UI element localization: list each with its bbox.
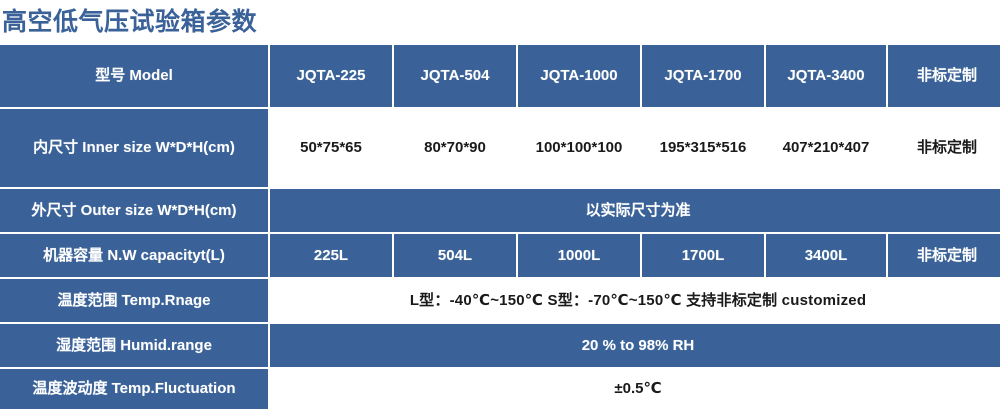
inner-size-4: 195*315*516 [642,109,764,187]
table-row-temp-fluctuation: 温度波动度 Temp.Fluctuation ±0.5℃ [0,369,1000,409]
capacity-5: 3400L [766,234,886,277]
inner-size-custom: 非标定制 [888,109,1000,187]
header-model-custom: 非标定制 [888,45,1000,107]
table-row-temp-range: 温度范围 Temp.Rnage L型：-40℃~150℃ S型：-70℃~150… [0,279,1000,322]
inner-size-1: 50*75*65 [270,109,392,187]
specification-table: 型号 Model JQTA-225 JQTA-504 JQTA-1000 JQT… [0,43,1000,411]
capacity-3: 1000L [518,234,640,277]
row-label-capacity: 机器容量 N.W capacityt(L) [0,234,268,277]
row-label-humidity-range: 湿度范围 Humid.range [0,324,268,367]
page-title: 高空低气压试验箱参数 [2,8,258,36]
row-label-inner-size: 内尺寸 Inner size W*D*H(cm) [0,109,268,187]
inner-size-3: 100*100*100 [518,109,640,187]
inner-size-5: 407*210*407 [766,109,886,187]
header-model-4: JQTA-1700 [642,45,764,107]
table-row-humidity-range: 湿度范围 Humid.range 20 % to 98% RH [0,324,1000,367]
temp-fluctuation-value: ±0.5℃ [270,369,1000,409]
header-label-model: 型号 Model [0,45,268,107]
outer-size-value: 以实际尺寸为准 [270,189,1000,232]
temp-range-value: L型：-40℃~150℃ S型：-70℃~150℃ 支持非标定制 customi… [270,279,1000,322]
table-row-inner-size: 内尺寸 Inner size W*D*H(cm) 50*75*65 80*70*… [0,109,1000,187]
table-row-outer-size: 外尺寸 Outer size W*D*H(cm) 以实际尺寸为准 [0,189,1000,232]
row-label-outer-size: 外尺寸 Outer size W*D*H(cm) [0,189,268,232]
header-model-1: JQTA-225 [270,45,392,107]
header-model-2: JQTA-504 [394,45,516,107]
capacity-1: 225L [270,234,392,277]
capacity-2: 504L [394,234,516,277]
inner-size-2: 80*70*90 [394,109,516,187]
humidity-range-value: 20 % to 98% RH [270,324,1000,367]
table-header-row: 型号 Model JQTA-225 JQTA-504 JQTA-1000 JQT… [0,45,1000,107]
capacity-4: 1700L [642,234,764,277]
header-model-3: JQTA-1000 [518,45,640,107]
row-label-temp-range: 温度范围 Temp.Rnage [0,279,268,322]
row-label-temp-fluctuation: 温度波动度 Temp.Fluctuation [0,369,268,409]
header-model-5: JQTA-3400 [766,45,886,107]
capacity-custom: 非标定制 [888,234,1000,277]
table-row-capacity: 机器容量 N.W capacityt(L) 225L 504L 1000L 17… [0,234,1000,277]
